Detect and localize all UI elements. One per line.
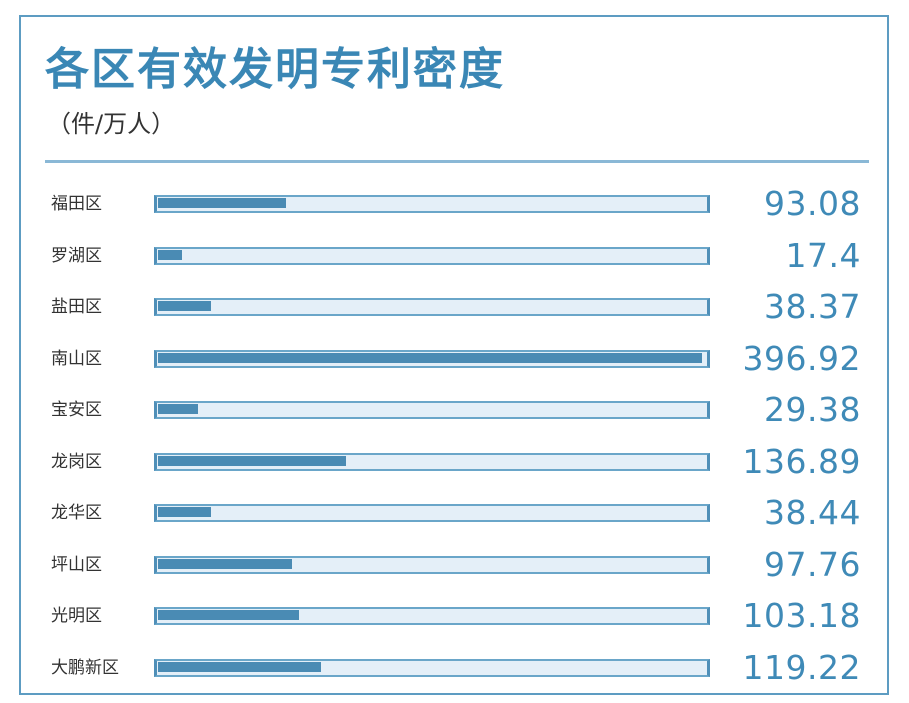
value-label: 119.22 — [742, 647, 861, 687]
category-label: 盐田区 — [51, 297, 102, 317]
value-label: 103.18 — [742, 596, 861, 635]
bar-row: 龙岗区 136.89 — [21, 442, 887, 482]
bar — [158, 301, 211, 311]
value-label: 17.4 — [785, 235, 861, 275]
bar-track — [154, 401, 710, 419]
bar-row: 罗湖区 17.4 — [21, 236, 887, 276]
bar — [158, 352, 702, 363]
value-label: 396.92 — [742, 338, 861, 378]
value-label: 38.44 — [764, 493, 861, 532]
title-divider — [45, 160, 869, 163]
bar — [158, 507, 211, 517]
bar — [158, 661, 322, 672]
bar-row: 盐田区 38.37 — [21, 287, 887, 327]
chart-frame: 各区有效发明专利密度 （件/万人） 福田区 93.08 罗湖区 17.4 盐田区 38.3… — [19, 15, 889, 695]
bar — [158, 455, 346, 466]
bar-track — [154, 607, 710, 625]
category-label: 光明区 — [51, 606, 102, 626]
bar-row: 福田区 93.08 — [21, 184, 887, 224]
value-label: 136.89 — [742, 441, 861, 481]
bar-rows: 福田区 93.08 罗湖区 17.4 盐田区 38.37 南山区 396.92 宝安区 29.38… — [21, 17, 887, 693]
bar-row: 大鹏新区 119.22 — [21, 648, 887, 688]
bar-track — [154, 298, 710, 316]
category-label: 南山区 — [51, 348, 102, 369]
chart-subtitle: （件/万人） — [47, 110, 176, 138]
value-label: 93.08 — [764, 184, 861, 223]
category-label: 龙华区 — [51, 503, 102, 523]
category-label: 坪山区 — [51, 554, 102, 575]
bar-track — [154, 658, 710, 677]
category-label: 罗湖区 — [51, 245, 102, 266]
category-label: 福田区 — [51, 194, 102, 214]
bar — [158, 404, 199, 414]
bar-row: 坪山区 97.76 — [21, 545, 887, 585]
category-label: 龙岗区 — [51, 451, 102, 472]
bar — [158, 610, 300, 620]
bar — [158, 198, 286, 208]
value-label: 29.38 — [764, 390, 861, 429]
bar-track — [154, 555, 710, 574]
value-label: 97.76 — [764, 544, 861, 584]
bar-track — [154, 246, 710, 265]
bar — [158, 558, 292, 569]
bar-row: 宝安区 29.38 — [21, 390, 887, 430]
bar-track — [154, 504, 710, 522]
category-label: 大鹏新区 — [51, 657, 119, 678]
bar — [158, 249, 182, 260]
bar-track — [154, 452, 710, 471]
bar-row: 龙华区 38.44 — [21, 493, 887, 533]
bar-track — [154, 195, 710, 213]
category-label: 宝安区 — [51, 400, 102, 420]
bar-row: 南山区 396.92 — [21, 339, 887, 379]
chart-title: 各区有效发明专利密度 — [45, 44, 505, 95]
bar-track — [154, 349, 710, 368]
value-label: 38.37 — [764, 287, 861, 326]
bar-row: 光明区 103.18 — [21, 596, 887, 636]
